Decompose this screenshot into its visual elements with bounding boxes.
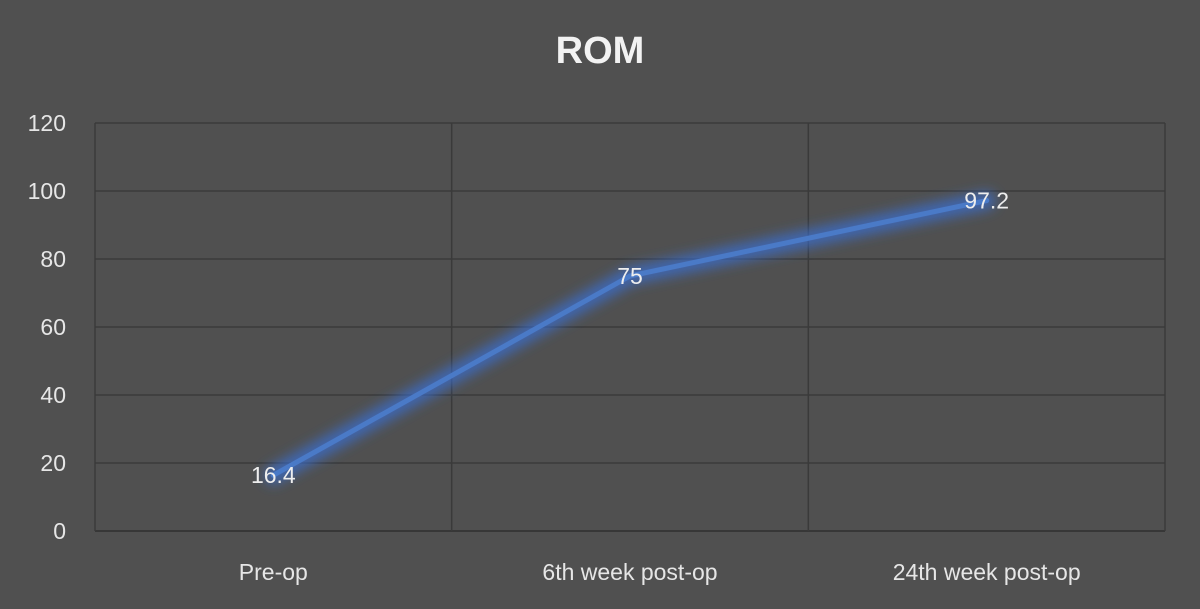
data-point: [984, 198, 990, 204]
x-tick-label: 24th week post-op: [893, 559, 1081, 585]
x-tick-label: Pre-op: [239, 559, 308, 585]
y-tick-label: 40: [40, 382, 66, 408]
label-layer: 16.4 75 97.2: [251, 188, 1009, 489]
data-point: [270, 472, 276, 478]
grid-lines: [94, 122, 1166, 532]
data-label: 16.4: [251, 462, 296, 488]
y-tick-label: 80: [40, 246, 66, 272]
y-tick-label: 20: [40, 450, 66, 476]
data-label: 97.2: [964, 188, 1009, 214]
series-line: [270, 198, 990, 478]
y-tick-label: 0: [53, 518, 66, 544]
y-tick-label: 100: [28, 178, 66, 204]
data-label: 75: [617, 263, 643, 289]
x-tick-label: 6th week post-op: [542, 559, 717, 585]
series-layer: [264, 191, 996, 485]
y-tick-label: 120: [28, 110, 66, 136]
chart-title: ROM: [555, 30, 645, 72]
series-line-glow: [264, 191, 996, 485]
data-point: [627, 273, 633, 279]
axes: 0 20 40 60 80 100 120 Pre-op 6th week post-op 24t…: [28, 110, 1081, 585]
y-tick-label: 60: [40, 314, 66, 340]
